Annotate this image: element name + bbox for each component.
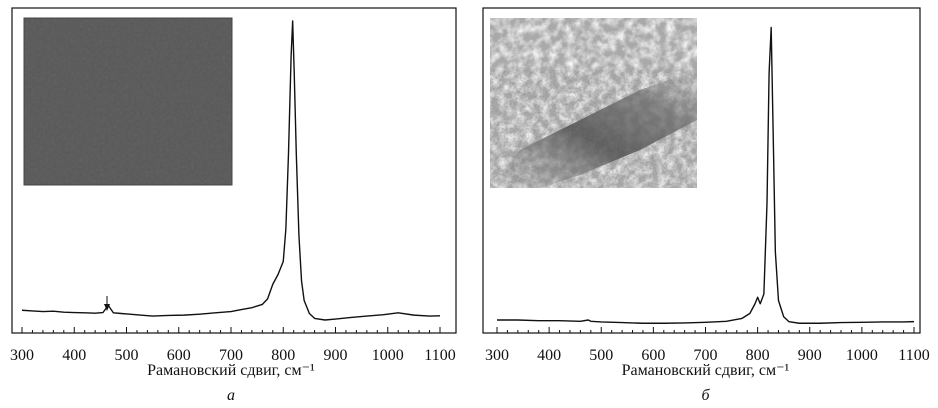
x-tick-label: 700 — [219, 347, 243, 364]
x-tick-label: 900 — [798, 347, 822, 364]
x-tick-label: 400 — [537, 347, 561, 364]
x-tick-label: 1100 — [898, 347, 929, 364]
panel-label: б — [701, 387, 710, 404]
x-tick-label: 300 — [485, 347, 509, 364]
x-tick-label: 1100 — [424, 347, 455, 364]
x-tick-label: 500 — [589, 347, 613, 364]
plot-frame — [11, 7, 457, 334]
x-tick-label: 700 — [694, 347, 718, 364]
x-tick-label: 600 — [167, 347, 191, 364]
x-tick-label: 1000 — [372, 347, 404, 364]
x-tick-label: 300 — [10, 347, 34, 364]
spectrum-line — [21, 20, 441, 321]
x-tick-label: 500 — [115, 347, 139, 364]
plot-frame — [482, 7, 921, 334]
spectrum-line — [497, 26, 915, 324]
x-tick-label: 900 — [324, 347, 348, 364]
x-axis-label: Рамановский сдвиг, см⁻¹ — [147, 362, 315, 379]
x-tick-label: 600 — [641, 347, 665, 364]
inset-photo — [490, 18, 697, 188]
x-tick-label: 1000 — [846, 347, 878, 364]
x-tick-label: 800 — [746, 347, 770, 364]
inset-photo — [23, 17, 233, 186]
panel-label: а — [227, 387, 235, 404]
x-tick-label: 800 — [271, 347, 295, 364]
x-tick-label: 400 — [62, 347, 86, 364]
x-axis-label: Рамановский сдвиг, см⁻¹ — [622, 362, 790, 379]
